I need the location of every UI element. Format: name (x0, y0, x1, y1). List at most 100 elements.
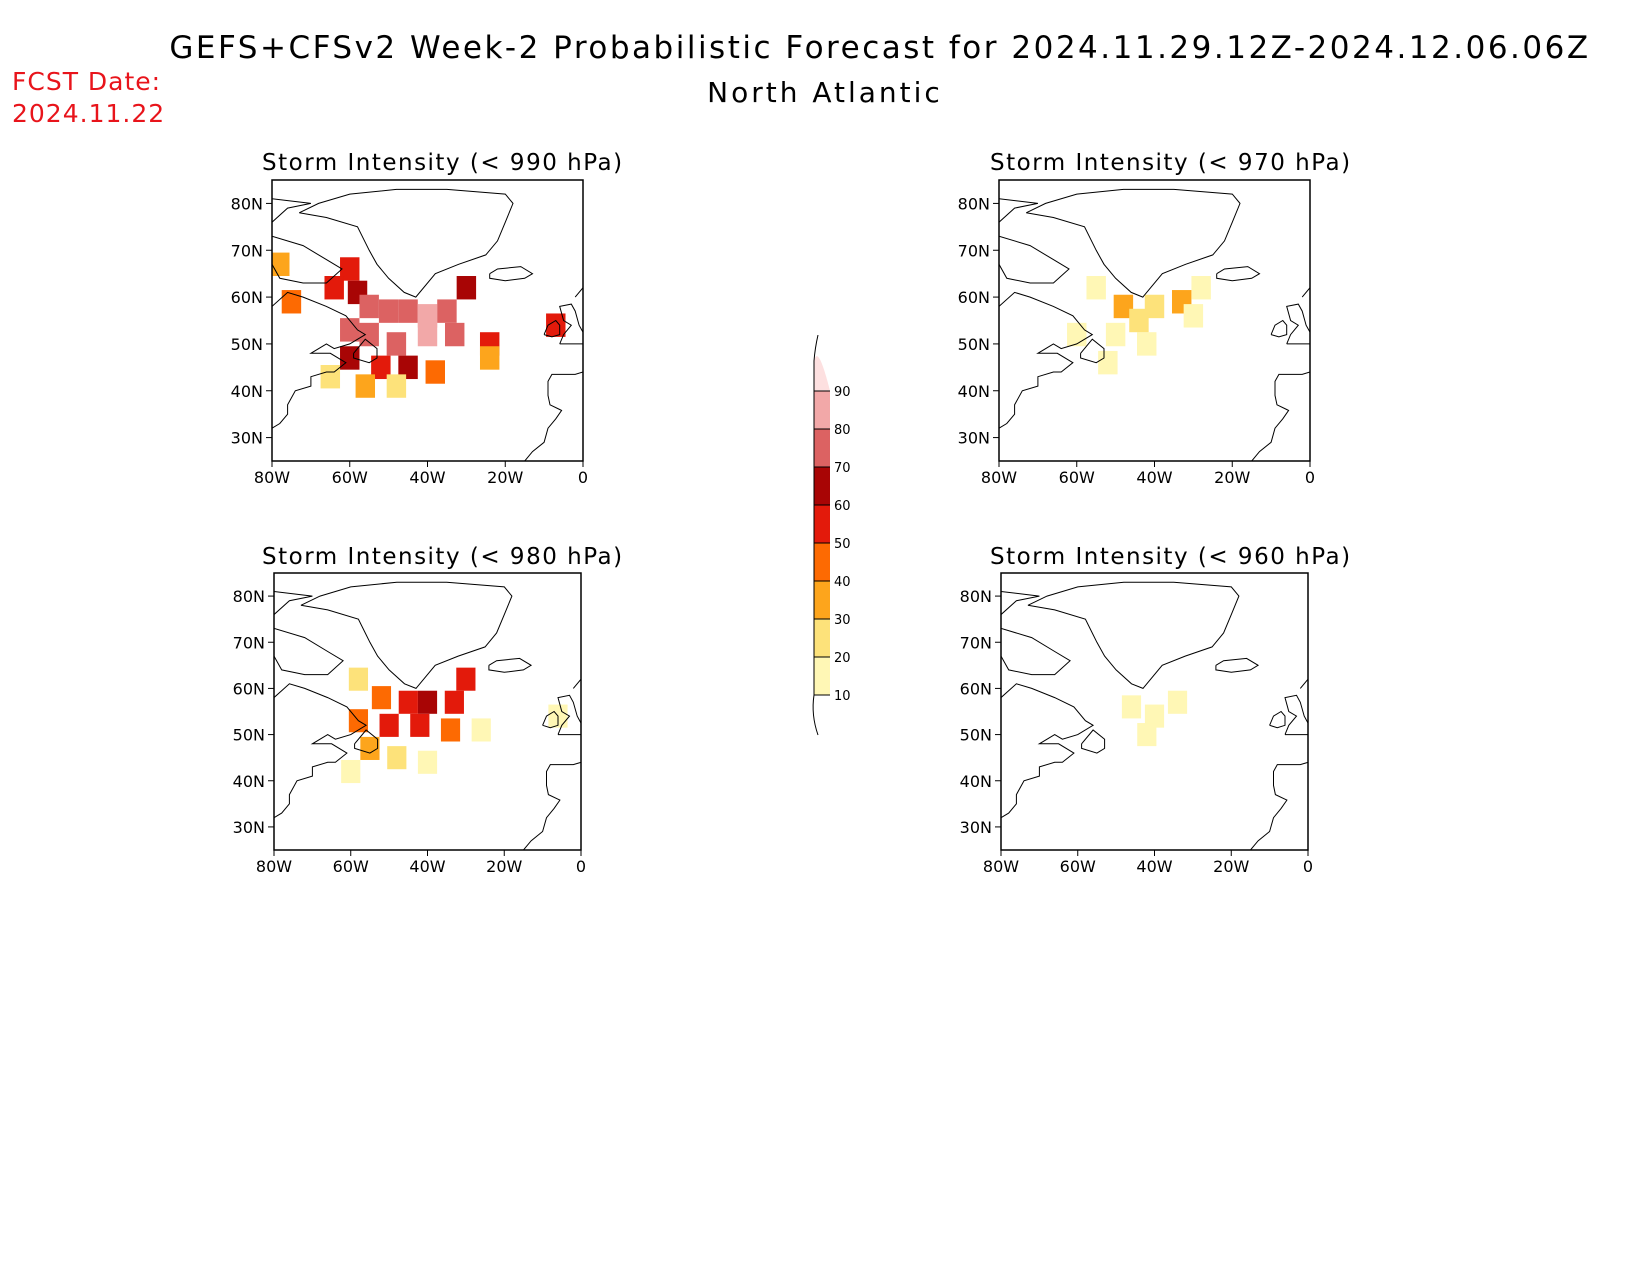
legend-level-label: 40 (834, 575, 851, 590)
coastline (1025, 188, 1241, 298)
probability-cell (1105, 322, 1126, 347)
lat-tick-label: 60N (958, 288, 990, 307)
lat-tick-label: 60N (960, 679, 992, 698)
map-frame (998, 179, 1311, 462)
coastline (354, 729, 379, 754)
lon-tick-label: 40W (1136, 468, 1172, 487)
probability-cell (456, 667, 476, 691)
lat-tick-label: 30N (960, 818, 992, 837)
coastline (274, 683, 368, 850)
panel-title-970: Storm Intensity (< 970 hPa) (990, 150, 1352, 176)
coastline (274, 591, 313, 615)
lat-tick-label: 50N (233, 726, 265, 745)
legend-level-label: 60 (834, 499, 851, 514)
probability-cell (359, 294, 379, 319)
map-panel-960: 80W 60W 40W 20W 0 80N 70N 60N 50N 40N 30N (960, 572, 1313, 876)
coastline (1215, 657, 1260, 673)
legend-color-box (814, 581, 830, 619)
coastline (522, 761, 581, 850)
coastline (999, 235, 1070, 284)
probability-cell (417, 690, 438, 714)
probability-cell (1137, 332, 1157, 356)
probability-cell (360, 736, 380, 760)
probability-cell (386, 374, 407, 398)
probability-cell (456, 276, 477, 300)
probability-cell (340, 257, 360, 281)
lat-tick-label: 70N (233, 633, 265, 652)
probability-cell (324, 276, 344, 300)
probability-cell (340, 318, 360, 342)
legend-color-box (814, 505, 830, 543)
lat-tick-label: 70N (231, 241, 263, 260)
legend-color-box (814, 657, 830, 695)
legend-level-label: 30 (834, 613, 851, 628)
probability-cell (1086, 276, 1106, 300)
legend-color-box (814, 619, 830, 657)
probability-cell (386, 332, 407, 356)
legend-color-box (814, 429, 830, 467)
lon-tick-label: 20W (1213, 857, 1249, 876)
coastline (272, 198, 311, 223)
legend-level-label: 80 (834, 423, 851, 438)
lat-tick-label: 40N (960, 772, 992, 791)
lat-tick-label: 60N (233, 679, 265, 698)
probability-cell (440, 718, 461, 742)
lon-tick-label: 20W (486, 857, 522, 876)
coastline (274, 627, 344, 676)
lat-tick-label: 70N (960, 633, 992, 652)
lon-tick-label: 0 (576, 857, 586, 876)
legend-level-label: 90 (834, 385, 851, 400)
coastline (300, 581, 513, 689)
coastline (488, 657, 533, 673)
coastline (542, 710, 559, 729)
coastline (1080, 338, 1105, 364)
probability-cell (437, 299, 457, 323)
coastline (1269, 710, 1286, 729)
lon-tick-label: 80W (254, 468, 290, 487)
coastline (1270, 319, 1288, 338)
probability-cell (398, 355, 418, 380)
forecast-date-label: FCST Date: (12, 67, 162, 96)
probability-cell (471, 718, 491, 742)
coastline (572, 669, 581, 689)
panel-title-980: Storm Intensity (< 980 hPa) (262, 544, 624, 570)
coastline (1027, 581, 1240, 689)
probability-cell (1144, 294, 1165, 319)
coastline (1001, 591, 1040, 615)
probability-cell (398, 690, 418, 714)
legend-color-box (814, 467, 830, 505)
legend-level-label: 70 (834, 461, 851, 476)
lat-tick-label: 60N (231, 288, 263, 307)
probability-cell (1137, 723, 1157, 747)
region-subtitle: North Atlantic (707, 76, 943, 109)
lon-tick-label: 0 (1305, 468, 1315, 487)
lon-tick-label: 20W (1214, 468, 1250, 487)
lon-tick-label: 0 (1303, 857, 1313, 876)
coastline (1301, 278, 1310, 298)
panel-title-960: Storm Intensity (< 960 hPa) (990, 544, 1352, 570)
probability-cell (371, 355, 391, 380)
lat-tick-label: 50N (958, 335, 990, 354)
probability-cell (425, 360, 445, 384)
lat-tick-label: 40N (958, 382, 990, 401)
coastline (1284, 694, 1308, 736)
probability-cell (1144, 704, 1165, 728)
probability-cell (1098, 350, 1118, 375)
forecast-date-block: FCST Date: 2024.11.22 (12, 66, 165, 130)
lon-tick-label: 40W (1136, 857, 1172, 876)
lat-tick-label: 40N (231, 382, 263, 401)
lat-tick-label: 80N (231, 194, 263, 213)
lat-tick-label: 30N (233, 818, 265, 837)
coastline (543, 319, 561, 338)
page-title: GEFS+CFSv2 Week-2 Probabilistic Forecast… (169, 30, 1591, 66)
probability-cell (272, 252, 290, 277)
coastline (272, 291, 367, 461)
probability-cell (1067, 322, 1087, 347)
panel-title-990: Storm Intensity (< 990 hPa) (262, 150, 624, 176)
probability-cell (371, 686, 392, 710)
coastline (999, 291, 1094, 461)
legend-bottom-cap (812, 694, 819, 736)
probability-cell (398, 299, 418, 323)
coastline (1001, 683, 1095, 850)
color-legend: 10 20 30 40 50 60 70 80 90 (812, 335, 851, 736)
